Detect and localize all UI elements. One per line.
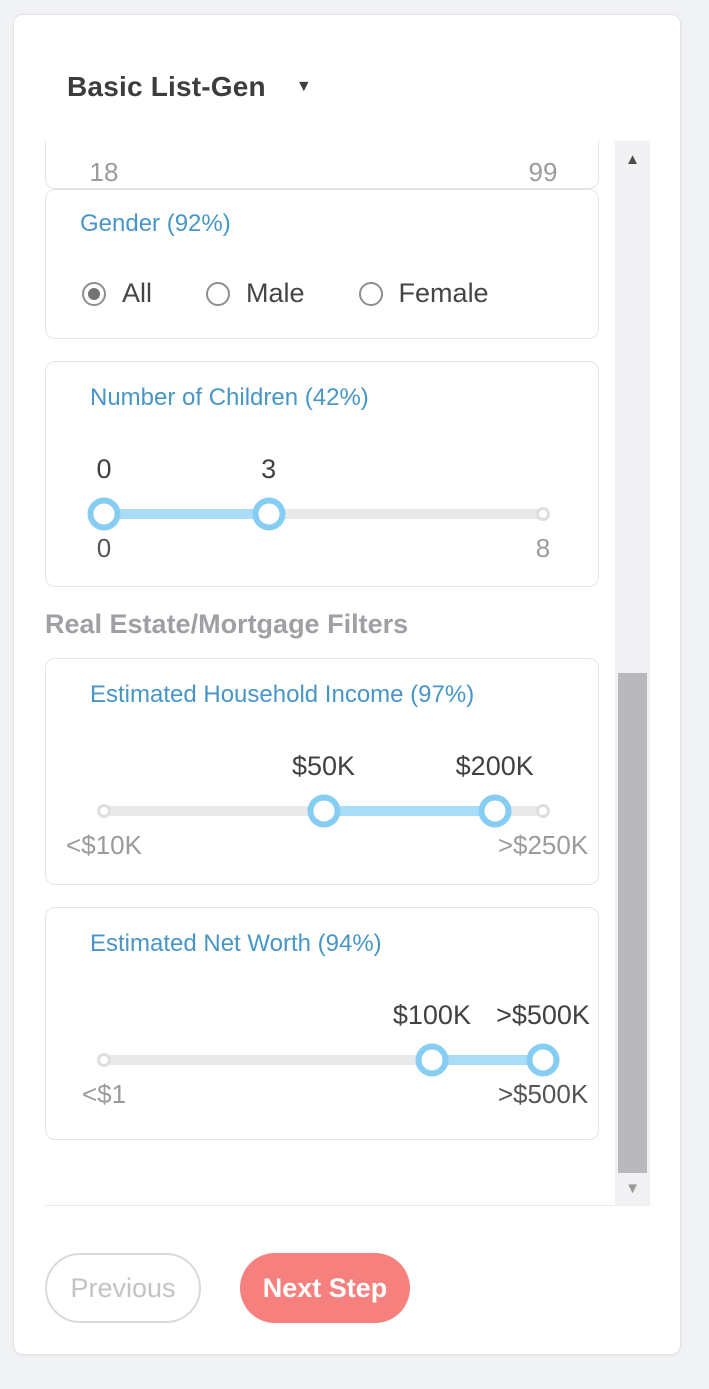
gender-option-female[interactable]: Female bbox=[358, 278, 489, 309]
slider-lower-handle[interactable] bbox=[307, 794, 340, 828]
slider-end-cap bbox=[536, 804, 550, 818]
slider-active-range[interactable] bbox=[104, 509, 269, 519]
gender-option-label: Male bbox=[246, 278, 305, 308]
slider-track[interactable] bbox=[104, 509, 543, 519]
filters-viewport: 18 99 Gender (92%) All Male bbox=[45, 141, 599, 1205]
dropdown-caret-icon[interactable]: ▼ bbox=[295, 78, 312, 95]
age-min-label: 18 bbox=[89, 157, 119, 187]
radio-button-all-icon[interactable] bbox=[82, 281, 106, 306]
previous-button[interactable]: Previous bbox=[45, 1253, 201, 1323]
gender-radio-group: All Male Female bbox=[82, 278, 489, 309]
slider-lower-value: 0 bbox=[96, 454, 112, 484]
scroll-up-icon[interactable]: ▲ bbox=[625, 151, 640, 168]
slider-start-cap bbox=[97, 1053, 111, 1067]
next-step-button[interactable]: Next Step bbox=[240, 1253, 410, 1323]
gender-option-all[interactable]: All bbox=[82, 278, 152, 309]
slider-upper-value: >$500K bbox=[496, 1000, 590, 1030]
age-filter-card: 18 99 bbox=[45, 141, 599, 189]
wizard-footer: Previous Next Step bbox=[45, 1253, 410, 1323]
slider-upper-value: $200K bbox=[455, 751, 534, 781]
section-header: Real Estate/Mortgage Filters bbox=[45, 609, 409, 639]
slider-start-cap bbox=[97, 804, 111, 818]
children-range-slider[interactable]: 0 3 0 8 bbox=[87, 454, 550, 563]
slider-max-label: >$250K bbox=[497, 830, 589, 860]
scroll-down-icon[interactable]: ▼ bbox=[625, 1180, 640, 1197]
children-filter-card: Number of Children (42%) 0 3 0 8 bbox=[45, 361, 599, 587]
income-filter-title: Estimated Household Income (97%) bbox=[90, 681, 475, 708]
slider-upper-handle[interactable] bbox=[526, 1043, 560, 1077]
slider-upper-handle[interactable] bbox=[252, 497, 286, 531]
networth-filter-card: Estimated Net Worth (94%) $100K >$500K <… bbox=[45, 907, 599, 1140]
slider-lower-value: $50K bbox=[291, 751, 356, 781]
gender-option-male[interactable]: Male bbox=[206, 278, 305, 309]
slider-lower-handle[interactable] bbox=[415, 1043, 449, 1077]
gender-option-label: Female bbox=[398, 278, 489, 308]
slider-min-label: 0 bbox=[96, 533, 112, 563]
slider-max-label: 8 bbox=[535, 533, 551, 563]
list-gen-panel: Basic List-Gen ▼ 18 99 Gender (92%) All bbox=[13, 14, 681, 1355]
slider-min-label: <$10K bbox=[66, 830, 142, 860]
scrollbar-thumb[interactable] bbox=[618, 673, 647, 1173]
vertical-scrollbar[interactable]: ▲ ▼ bbox=[615, 141, 650, 1205]
gender-option-label: All bbox=[122, 278, 153, 308]
income-filter-card: Estimated Household Income (97%) $50K $2… bbox=[45, 658, 599, 885]
slider-upper-value: 3 bbox=[261, 454, 277, 484]
radio-button-female-icon[interactable] bbox=[358, 281, 383, 306]
slider-min-label: <$1 bbox=[81, 1079, 127, 1109]
income-range-slider[interactable]: $50K $200K <$10K >$250K bbox=[66, 751, 588, 860]
networth-filter-title: Estimated Net Worth (94%) bbox=[90, 930, 382, 957]
networth-range-slider[interactable]: $100K >$500K <$1 >$500K bbox=[82, 1000, 590, 1109]
slider-end-cap bbox=[536, 507, 550, 521]
gender-filter-card: Gender (92%) All Male Female bbox=[45, 189, 599, 339]
gender-filter-title: Gender (92%) bbox=[80, 210, 231, 237]
age-max-label: 99 bbox=[528, 157, 558, 187]
children-filter-title: Number of Children (42%) bbox=[90, 384, 369, 411]
slider-max-label: >$500K bbox=[497, 1079, 589, 1109]
radio-button-male-icon[interactable] bbox=[206, 281, 231, 306]
panel-title: Basic List-Gen bbox=[67, 71, 266, 102]
slider-upper-handle[interactable] bbox=[478, 794, 512, 828]
slider-lower-handle[interactable] bbox=[87, 497, 121, 531]
slider-active-range[interactable] bbox=[323, 806, 495, 816]
panel-header: Basic List-Gen ▼ bbox=[67, 71, 312, 103]
slider-active-range[interactable] bbox=[431, 1055, 543, 1065]
slider-track[interactable] bbox=[104, 1055, 543, 1065]
slider-lower-value: $100K bbox=[392, 1000, 471, 1030]
filters-scroll-area: 18 99 Gender (92%) All Male bbox=[45, 141, 650, 1206]
